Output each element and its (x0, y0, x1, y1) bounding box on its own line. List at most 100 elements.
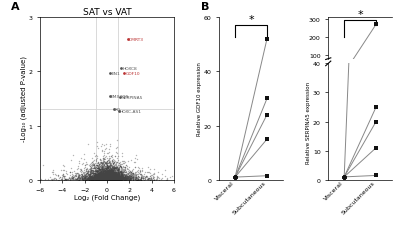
Point (111, 177, 118, 181)
Point (102, 173, 108, 176)
Point (126, 176, 133, 180)
Point (98, 169, 105, 173)
Point (102, 169, 108, 173)
Point (100, 174, 106, 178)
Point (104, 171, 111, 174)
Point (104, 176, 111, 180)
Point (102, 174, 108, 178)
Point (114, 164, 120, 168)
Point (108, 177, 114, 181)
Point (135, 175, 141, 178)
Point (109, 177, 116, 180)
Point (98, 178, 104, 182)
Point (112, 172, 118, 176)
Point (110, 176, 117, 179)
Point (110, 178, 117, 181)
Point (138, 174, 144, 178)
Point (83, 178, 89, 182)
Point (101, 163, 107, 166)
Point (112, 175, 118, 179)
Point (62, 178, 69, 182)
Point (93, 175, 100, 179)
Point (120, 165, 127, 169)
Point (76, 172, 83, 176)
Point (116, 162, 122, 165)
Point (98, 177, 105, 181)
Point (113, 162, 119, 166)
Point (102, 173, 109, 177)
Point (101, 177, 107, 181)
Point (108, 176, 114, 180)
Point (106, 164, 112, 167)
Point (92, 174, 98, 177)
Point (113, 174, 120, 178)
Point (78, 177, 85, 180)
Point (82, 167, 89, 171)
Point (126, 175, 133, 178)
Point (101, 178, 107, 181)
Point (117, 171, 124, 175)
Point (113, 176, 120, 180)
Point (82, 170, 89, 174)
Point (114, 176, 120, 180)
Point (115, 169, 121, 173)
Point (127, 178, 134, 182)
Point (100, 174, 106, 177)
Point (97, 178, 104, 182)
Point (118, 165, 124, 169)
Point (88, 168, 95, 171)
Point (134, 178, 140, 182)
Point (100, 174, 106, 177)
Point (106, 173, 113, 177)
Point (104, 167, 110, 171)
Point (110, 174, 116, 178)
Point (135, 172, 142, 176)
Point (86, 177, 92, 180)
Point (95, 177, 102, 180)
Point (87, 164, 94, 168)
Point (102, 178, 109, 181)
Point (112, 171, 119, 175)
Point (99, 142, 105, 146)
Point (93, 172, 100, 176)
Point (98, 175, 104, 179)
Point (92, 171, 98, 175)
Point (96, 172, 102, 176)
Point (96, 175, 102, 179)
Point (115, 178, 122, 181)
Point (110, 166, 116, 170)
Point (85, 169, 91, 173)
Point (105, 176, 112, 180)
Point (108, 173, 115, 176)
Point (105, 165, 112, 169)
Point (102, 171, 108, 175)
Point (92, 155, 98, 159)
Point (109, 177, 116, 180)
Point (92, 175, 99, 178)
Point (106, 170, 112, 173)
Point (114, 178, 120, 182)
Point (108, 158, 115, 162)
Point (104, 173, 110, 177)
Point (111, 170, 117, 174)
Point (98, 177, 105, 181)
Point (108, 169, 114, 173)
Point (102, 169, 108, 173)
Point (102, 175, 108, 179)
Point (121, 170, 128, 173)
Point (90, 174, 96, 178)
Point (100, 178, 106, 182)
Point (129, 173, 135, 177)
Point (130, 173, 136, 177)
Point (105, 171, 111, 175)
Point (124, 174, 131, 178)
Point (82, 177, 88, 181)
Point (109, 174, 116, 178)
Point (123, 177, 129, 180)
Point (75, 175, 82, 178)
Point (117, 174, 124, 177)
Point (97, 176, 104, 180)
Point (112, 171, 118, 174)
Point (110, 175, 116, 179)
Point (102, 174, 108, 177)
